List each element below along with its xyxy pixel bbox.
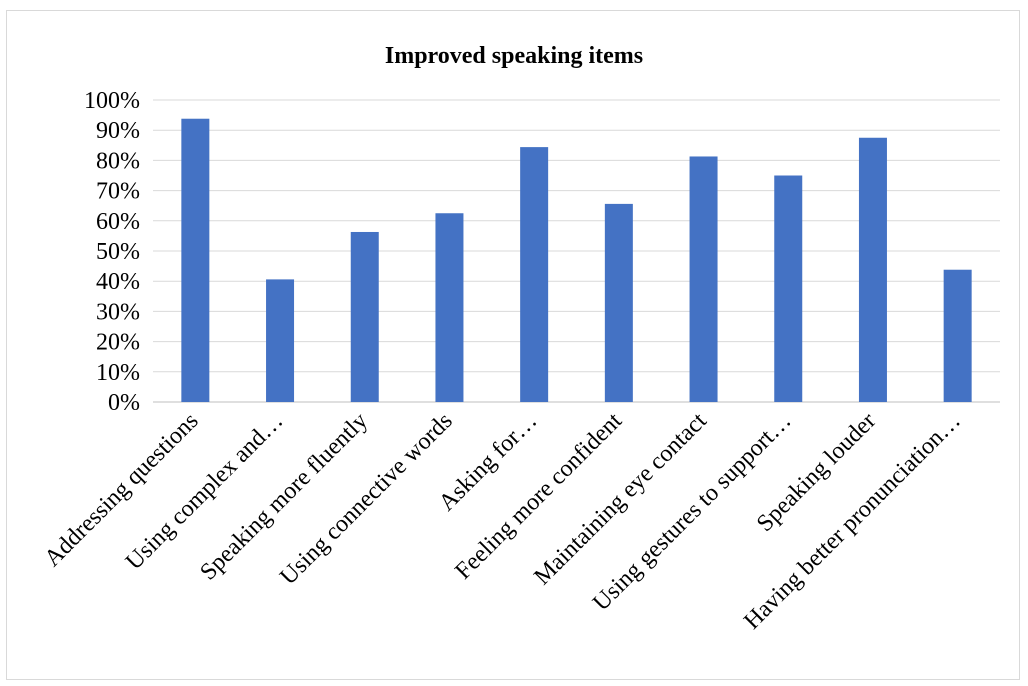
bar (604, 203, 633, 402)
bar (943, 269, 972, 402)
y-tick-label: 40% (96, 269, 140, 295)
gridlines (153, 99, 1000, 403)
y-axis-ticks: 0% 10% 20% 30% 40% 50% 60% 70% 80% 90% 100% (84, 88, 140, 416)
bar (266, 279, 295, 402)
y-tick-label: 100% (84, 88, 140, 114)
x-tick-label: Speaking more fluently (195, 408, 373, 586)
bar (858, 137, 887, 402)
chart-frame (6, 10, 1020, 680)
y-tick-label: 20% (96, 330, 140, 356)
y-tick-label: 90% (96, 118, 140, 144)
x-tick-label: Using connective words (275, 408, 457, 590)
y-tick-label: 0% (108, 390, 140, 416)
bar (435, 213, 464, 402)
x-tick-label: Using complex and… (121, 408, 288, 575)
y-tick-label: 60% (96, 209, 140, 235)
x-tick-label: Addressing questions (40, 408, 204, 572)
x-tick-label: Feeling more confident (450, 408, 627, 585)
chart-title: Improved speaking items (385, 43, 643, 69)
x-tick-label: Maintaining eye contact (529, 408, 712, 591)
y-tick-label: 50% (96, 239, 140, 265)
y-tick-label: 30% (96, 299, 140, 325)
bar (350, 231, 379, 402)
bar (181, 118, 210, 402)
bar (520, 147, 549, 402)
bars (181, 118, 972, 402)
y-tick-label: 10% (96, 360, 140, 386)
y-tick-label: 80% (96, 148, 140, 174)
y-tick-label: 70% (96, 179, 140, 205)
bar (689, 156, 718, 402)
bar (774, 175, 803, 402)
